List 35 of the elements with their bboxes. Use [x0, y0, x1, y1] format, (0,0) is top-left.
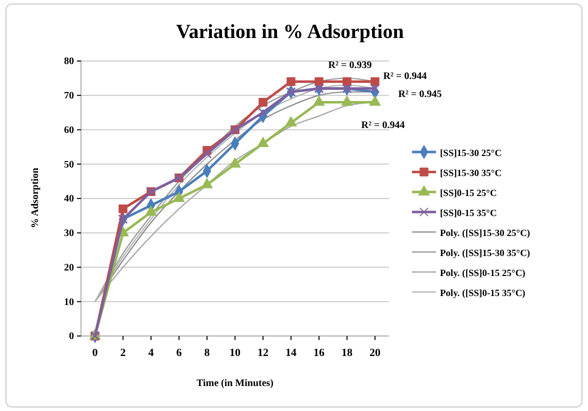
annotation: R² = 0.944: [383, 71, 427, 82]
x-tick-label: 8: [204, 347, 210, 360]
y-tick-label: 40: [64, 194, 74, 205]
annotation: R² = 0.944: [361, 120, 405, 131]
text: R² = 0.945: [398, 89, 442, 100]
legend-label: Poly. ([SS]15-30 35°C): [440, 249, 530, 259]
y-tick-label: 20: [64, 262, 74, 274]
x-axis-title: Time (in Minutes): [196, 378, 274, 389]
y-tick-label: 70: [64, 90, 74, 102]
x-tick-label: 0: [92, 347, 98, 360]
y-tick-label: 50: [64, 159, 74, 170]
y-tick-label: 10: [64, 296, 74, 308]
annotation: R² = 0.939: [328, 60, 372, 71]
y-axis-title: % Adsorption: [30, 167, 41, 228]
x-tick-label: 14: [286, 347, 297, 360]
y-tick-label: 60: [64, 124, 74, 136]
legend-label: [SS]0-15 25°C: [440, 189, 497, 199]
legend-label: Poly. ([SS]15-30 25°C): [440, 229, 530, 239]
chart-title: Variation in % Adsorption: [176, 21, 404, 43]
x-tick-label: 2: [120, 347, 126, 360]
y-tick-label: 80: [64, 56, 74, 68]
x-tick-label: 20: [370, 347, 381, 360]
x-tick-label: 18: [342, 347, 353, 360]
x-tick-label: 12: [258, 347, 269, 360]
x-tick-label: 6: [176, 347, 182, 360]
x-tick-label: 4: [148, 347, 154, 360]
legend-label: [SS]0-15 35°C: [440, 209, 497, 219]
legend-label: [SS]15-30 25°C: [440, 149, 502, 159]
legend-label: [SS]15-30 35°C: [440, 169, 502, 179]
y-tick-label: 30: [64, 228, 74, 240]
x-tick-label: 16: [314, 347, 325, 360]
x-tick-label: 10: [230, 347, 241, 360]
y-tick-label: 0: [69, 331, 74, 342]
legend-label: Poly. ([SS]0-15 35°C): [440, 289, 526, 299]
legend-label: Poly. ([SS]0-15 25°C): [440, 269, 526, 279]
